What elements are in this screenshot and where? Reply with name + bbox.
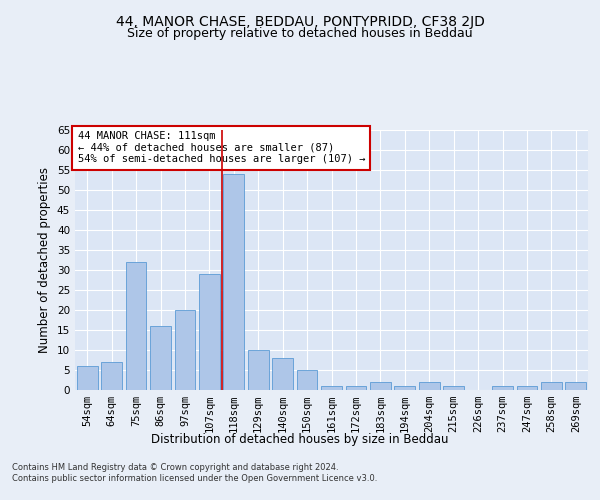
Bar xyxy=(175,310,196,390)
Bar xyxy=(370,382,391,390)
Bar xyxy=(272,358,293,390)
Text: 44 MANOR CHASE: 111sqm
← 44% of detached houses are smaller (87)
54% of semi-det: 44 MANOR CHASE: 111sqm ← 44% of detached… xyxy=(77,132,365,164)
Text: 44, MANOR CHASE, BEDDAU, PONTYPRIDD, CF38 2JD: 44, MANOR CHASE, BEDDAU, PONTYPRIDD, CF3… xyxy=(116,15,484,29)
Bar xyxy=(223,174,244,390)
Text: Distribution of detached houses by size in Beddau: Distribution of detached houses by size … xyxy=(151,432,449,446)
Bar xyxy=(150,326,171,390)
Y-axis label: Number of detached properties: Number of detached properties xyxy=(38,167,52,353)
Bar xyxy=(394,386,415,390)
Bar xyxy=(517,386,538,390)
Bar xyxy=(199,274,220,390)
Bar xyxy=(492,386,513,390)
Text: Contains HM Land Registry data © Crown copyright and database right 2024.: Contains HM Land Registry data © Crown c… xyxy=(12,462,338,471)
Bar xyxy=(101,362,122,390)
Bar xyxy=(419,382,440,390)
Bar xyxy=(321,386,342,390)
Bar xyxy=(541,382,562,390)
Bar xyxy=(443,386,464,390)
Bar xyxy=(77,366,98,390)
Bar xyxy=(565,382,586,390)
Bar xyxy=(296,370,317,390)
Bar xyxy=(346,386,367,390)
Text: Contains public sector information licensed under the Open Government Licence v3: Contains public sector information licen… xyxy=(12,474,377,483)
Text: Size of property relative to detached houses in Beddau: Size of property relative to detached ho… xyxy=(127,28,473,40)
Bar xyxy=(248,350,269,390)
Bar xyxy=(125,262,146,390)
